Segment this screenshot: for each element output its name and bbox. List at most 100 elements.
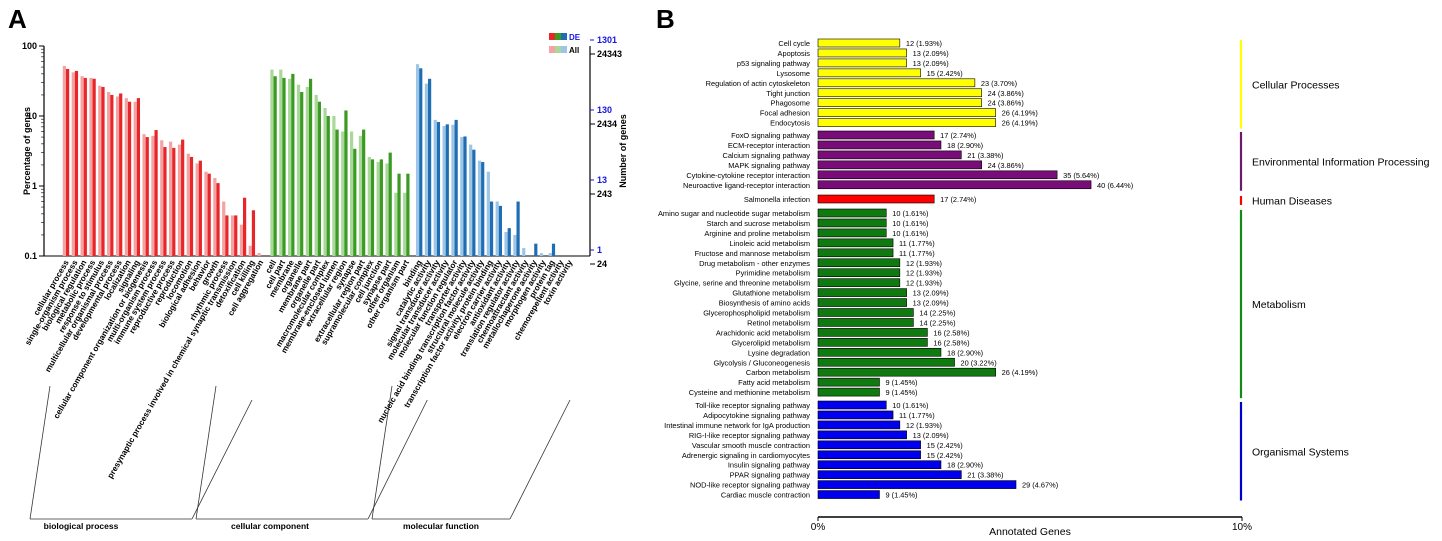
bar-all [89, 78, 92, 256]
category-label: Environmental Information Processing [1252, 156, 1430, 168]
y-tick-label-all: 24343 [597, 49, 622, 59]
bar-all [178, 145, 181, 256]
pathway-value-label: 10 (1.61%) [892, 229, 928, 238]
pathway-bar [818, 269, 900, 277]
pathway-label: Phagosome [771, 99, 810, 108]
bar-de [128, 102, 131, 256]
bar-all [332, 116, 335, 256]
bar-de [353, 149, 356, 256]
bar-all [487, 172, 490, 256]
pathway-label: Apoptosis [778, 49, 811, 58]
pathway-bar [818, 219, 886, 227]
pathway-bar [818, 279, 900, 287]
pathway-label: Tight junction [766, 89, 810, 98]
pathway-bar [818, 209, 886, 217]
y-tick-label-all: 24 [597, 259, 607, 269]
bar-de [110, 95, 113, 256]
pathway-label: Retinol metabolism [747, 318, 810, 327]
pathway-value-label: 9 (1.45%) [885, 378, 917, 387]
pathway-label: Carbon metabolism [746, 368, 810, 377]
pathway-bar [818, 171, 1057, 179]
pathway-value-label: 13 (2.09%) [913, 431, 949, 440]
bar-de [472, 150, 475, 256]
bar-de [199, 161, 202, 256]
pathway-value-label: 9 (1.45%) [885, 491, 917, 500]
pathway-value-label: 12 (1.93%) [906, 279, 942, 288]
y-tick-label-all: 2434 [597, 119, 617, 129]
pathway-value-label: 12 (1.93%) [906, 259, 942, 268]
pathway-value-label: 20 (3.22%) [961, 358, 997, 367]
bar-all [496, 202, 499, 256]
bar-de [499, 206, 502, 256]
bar-all [377, 162, 380, 256]
pathway-value-label: 9 (1.45%) [885, 388, 917, 397]
bar-de [234, 215, 237, 256]
pathway-value-label: 17 (2.74%) [940, 131, 976, 140]
pathway-value-label: 12 (1.93%) [906, 39, 942, 48]
pathway-bar [818, 119, 996, 127]
pathway-label: ECM-receptor interaction [728, 141, 810, 150]
bar-de [481, 162, 484, 256]
bar-de [490, 202, 493, 256]
bar-all [469, 145, 472, 256]
panel-label-b: B [656, 4, 675, 34]
bar-de [181, 140, 184, 256]
pathway-label: Starch and sucrose metabolism [706, 219, 810, 228]
bar-all [350, 132, 353, 256]
pathway-label: Glycine, serine and threonine metabolism [674, 279, 810, 288]
y-tick-label-de: 1 [597, 245, 602, 255]
bar-all [451, 125, 454, 256]
bar-de [344, 110, 347, 256]
bar-all [204, 172, 207, 256]
pathway-label: NOD-like receptor signaling pathway [690, 481, 810, 490]
pathway-value-label: 26 (4.19%) [1002, 109, 1038, 118]
pathway-label: Pyrimidine metabolism [736, 269, 810, 278]
pathway-value-label: 13 (2.09%) [913, 299, 949, 308]
bar-de [318, 102, 321, 256]
pathway-label: RIG-I-like receptor signaling pathway [689, 431, 810, 440]
bar-all [240, 225, 243, 256]
bar-all [504, 232, 507, 256]
group-bracket-right [510, 400, 570, 519]
y-tick-label-de: 13 [597, 175, 607, 185]
y-axis-label-right: Number of genes [618, 114, 628, 188]
bar-de [380, 159, 383, 256]
bar-de [66, 69, 69, 256]
pathway-label: Adrenergic signaling in cardiomyocytes [682, 451, 810, 460]
bar-all [549, 253, 552, 256]
pathway-bar [818, 289, 907, 297]
pathway-value-label: 24 (3.86%) [988, 99, 1024, 108]
legend-swatch-de [549, 33, 555, 40]
bar-de [446, 124, 449, 256]
bar-de [75, 71, 78, 256]
pathway-value-label: 14 (2.25%) [919, 309, 955, 318]
pathway-label: Fructose and mannose metabolism [695, 249, 810, 258]
pathway-value-label: 10 (1.61%) [892, 209, 928, 218]
x-axis-label: Annotated Genes [989, 526, 1071, 538]
bar-all [258, 253, 261, 256]
pathway-value-label: 16 (2.58%) [933, 338, 969, 347]
pathway-value-label: 11 (1.77%) [899, 239, 935, 248]
pathway-bar [818, 431, 907, 439]
pathway-value-label: 18 (2.90%) [947, 348, 983, 357]
pathway-label: p53 signaling pathway [737, 59, 810, 68]
pathway-bar [818, 411, 893, 419]
group-bracket-left [30, 386, 50, 519]
bar-all [368, 157, 371, 256]
bar-de [93, 79, 96, 256]
bar-all [169, 142, 172, 256]
x-tick-label: 0% [811, 522, 826, 533]
pathway-label: Linoleic acid metabolism [729, 239, 810, 248]
bar-all [297, 85, 300, 256]
pathway-value-label: 18 (2.90%) [947, 141, 983, 150]
pathway-value-label: 11 (1.77%) [899, 411, 935, 420]
bar-all [306, 87, 309, 256]
group-label: biological process [44, 521, 119, 531]
legend-label-all: All [569, 46, 579, 55]
y-tick-label-left: 100 [22, 41, 37, 51]
pathway-value-label: 11 (1.77%) [899, 249, 935, 258]
y-axis-label-left: Percentage of genes [22, 107, 32, 195]
bar-all [125, 98, 128, 256]
bar-de [146, 137, 149, 256]
